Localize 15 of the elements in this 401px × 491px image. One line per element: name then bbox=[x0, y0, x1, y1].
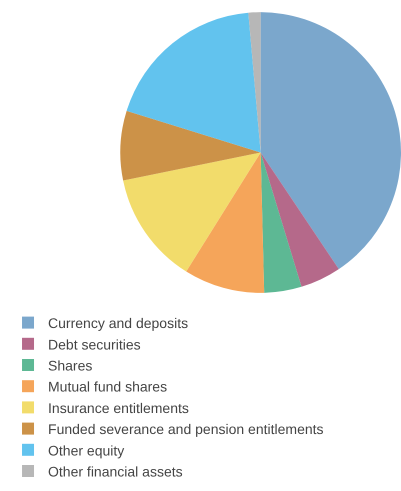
legend-label: Other financial assets bbox=[48, 463, 183, 480]
legend-label: Funded severance and pension entitlements bbox=[48, 421, 324, 438]
legend-label: Other equity bbox=[48, 442, 124, 458]
pie-slice bbox=[260, 12, 401, 270]
legend-label: Mutual fund shares bbox=[48, 378, 168, 395]
legend-label: Shares bbox=[48, 357, 92, 374]
legend-label: Currency and deposits bbox=[48, 315, 188, 332]
legend-label: Debt securities bbox=[48, 336, 141, 352]
pie-slice bbox=[260, 152, 339, 287]
legend-label: Insurance entitlements bbox=[48, 400, 189, 416]
pie-slice bbox=[126, 12, 261, 153]
pie-slice bbox=[186, 152, 264, 293]
pie-slice bbox=[120, 110, 261, 181]
pie-slice bbox=[123, 152, 261, 272]
pie-slice bbox=[260, 152, 302, 293]
